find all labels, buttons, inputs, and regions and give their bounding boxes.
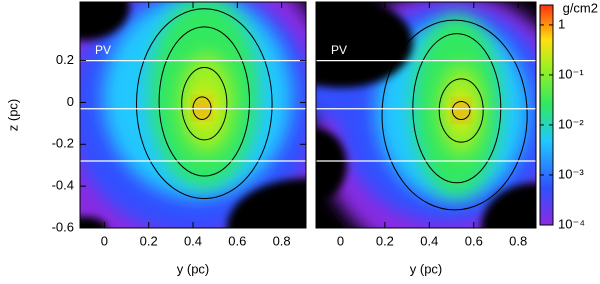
- colorbar-tick-label: 10⁻⁴: [558, 216, 585, 231]
- empty-region: [316, 2, 413, 88]
- colorbar-label: g/cm2: [563, 0, 598, 15]
- x-tick-label: 0.6: [465, 233, 483, 248]
- contour: [136, 8, 273, 200]
- y-tick-label: -0.4: [52, 178, 74, 193]
- empty-region: [316, 128, 347, 201]
- x-tick-label: 0.6: [228, 233, 246, 248]
- contour: [438, 78, 484, 143]
- annotation: PV: [95, 43, 111, 57]
- x-tick-label: 0.4: [420, 233, 438, 248]
- empty-region: [481, 182, 536, 228]
- y-axis-label: z (pc): [5, 99, 20, 132]
- x-axis-label: y (pc): [177, 261, 210, 276]
- contour: [451, 100, 471, 121]
- contour: [181, 67, 228, 141]
- x-tick-label: 0.2: [140, 233, 158, 248]
- y-tick-label: 0.2: [56, 52, 74, 67]
- colorbar: [539, 4, 554, 226]
- colorbar-tick-label: 10⁻²: [558, 116, 584, 131]
- colorbar-tick-label: 10⁻¹: [558, 66, 584, 81]
- contour: [381, 19, 528, 211]
- x-tick-label: 0.4: [184, 233, 202, 248]
- empty-region: [226, 178, 306, 228]
- density-map: [80, 2, 306, 228]
- y-tick-label: -0.2: [52, 136, 74, 151]
- x-tick-label: 0: [337, 233, 344, 248]
- empty-region: [80, 216, 108, 228]
- x-axis-label: y (pc): [410, 261, 443, 276]
- contour: [158, 26, 251, 177]
- density-region: [455, 103, 467, 118]
- x-tick-label: 0: [101, 233, 108, 248]
- colorbar-tick-label: 1: [558, 16, 565, 31]
- colorbar-tick-label: 10⁻³: [558, 166, 584, 181]
- annotation: PV: [331, 43, 347, 57]
- empty-region: [80, 2, 130, 41]
- y-tick-label: -0.6: [52, 219, 74, 234]
- y-tick-label: 0: [67, 94, 74, 109]
- frame: [315, 1, 537, 229]
- x-tick-label: 0.2: [376, 233, 394, 248]
- x-tick-label: 0.8: [273, 233, 291, 248]
- x-tick-label: 0.8: [509, 233, 527, 248]
